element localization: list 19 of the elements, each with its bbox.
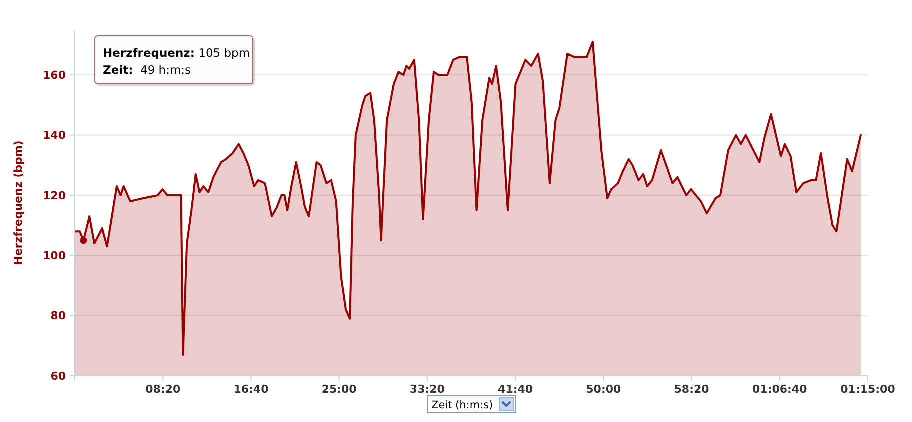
y-tick-label: 160 (43, 68, 66, 82)
y-tick-label: 60 (50, 370, 66, 383)
x-tick-label: 01:15:00 (840, 383, 896, 396)
annotation: Herzfrequenz: 105 bpm (103, 46, 250, 60)
x-tick-label: 08:20 (146, 383, 181, 396)
x-tick-label: 33:20 (410, 383, 446, 396)
y-tick-label: 100 (43, 250, 66, 262)
y-tick-label: 80 (50, 310, 66, 323)
x-tick-label: 25:00 (322, 383, 358, 396)
x-tick-label: 01:06:40 (752, 383, 808, 396)
x-axis-title: Zeit (h:m:s) (432, 400, 494, 412)
x-tick-label: 41:40 (498, 383, 534, 396)
x-tick-label: 50:00 (586, 383, 622, 396)
x-tick-label: 58:20 (674, 383, 710, 396)
x-tick-label: 16:40 (234, 383, 270, 396)
y-axis-title: Herzfrequenz (bpm) (12, 140, 25, 266)
annotation: Zeit: 49 h:m:s (103, 63, 192, 77)
y-tick-label: 120 (43, 189, 66, 202)
y-tick-label: 140 (43, 129, 66, 142)
